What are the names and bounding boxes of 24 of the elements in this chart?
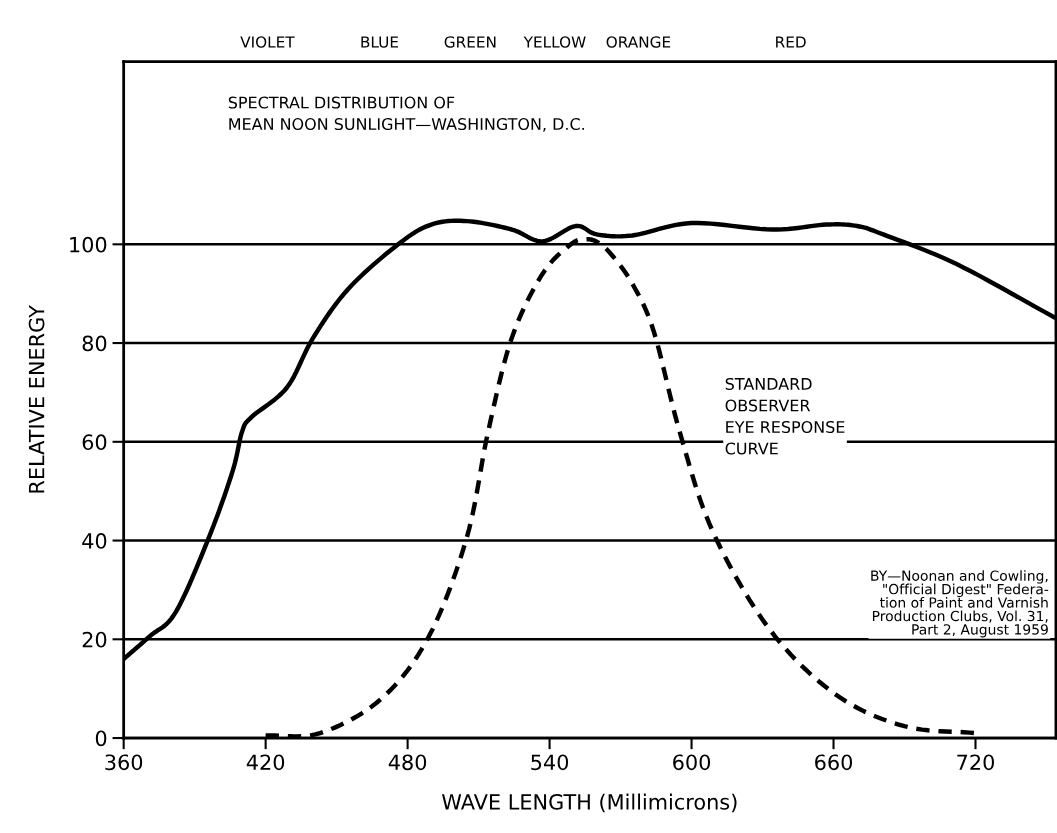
text: YELLOW [523,36,586,48]
text: SPECTRAL DISTRIBUTION OF MEAN NOON SUNLIGHT—WASHINGTON, D.C. [228,96,584,132]
y-tick-label: 80 [82,335,107,352]
y-tick-label: 100 [70,236,107,253]
x-tick-label: 720 [957,754,994,771]
text: RED [776,36,806,48]
x-tick-label: 420 [246,754,285,771]
y-axis-title: RELATIVE ENERGY [28,305,45,493]
y-tick-label: 60 [82,434,107,451]
annotation: BY—Noonan and Cowling, "Official Digest" Federa- tion of Paint and Varnish Production Clubs, Vol. 31, Part 2, August 1959 [871,570,1049,638]
y-tick-label: 20 [82,631,107,648]
text: GREEN [444,36,496,48]
x-tick-label: 480 [388,754,427,771]
text: VIOLET [240,36,295,48]
text: BLUE [361,36,399,48]
y-tick-label: 0 [95,730,107,747]
x-tick-label: 360 [105,754,143,771]
x-tick-label: 540 [531,754,569,771]
x-axis-title: WAVE LENGTH (Millimicrons) [442,793,737,813]
y-tick-label: 40 [82,533,107,549]
text: ORANGE [606,36,671,48]
x-tick-label: 600 [673,754,711,771]
text: STANDARD OBSERVER EYE RESPONSE CURVE [725,377,845,455]
x-tick-label: 660 [815,754,853,771]
